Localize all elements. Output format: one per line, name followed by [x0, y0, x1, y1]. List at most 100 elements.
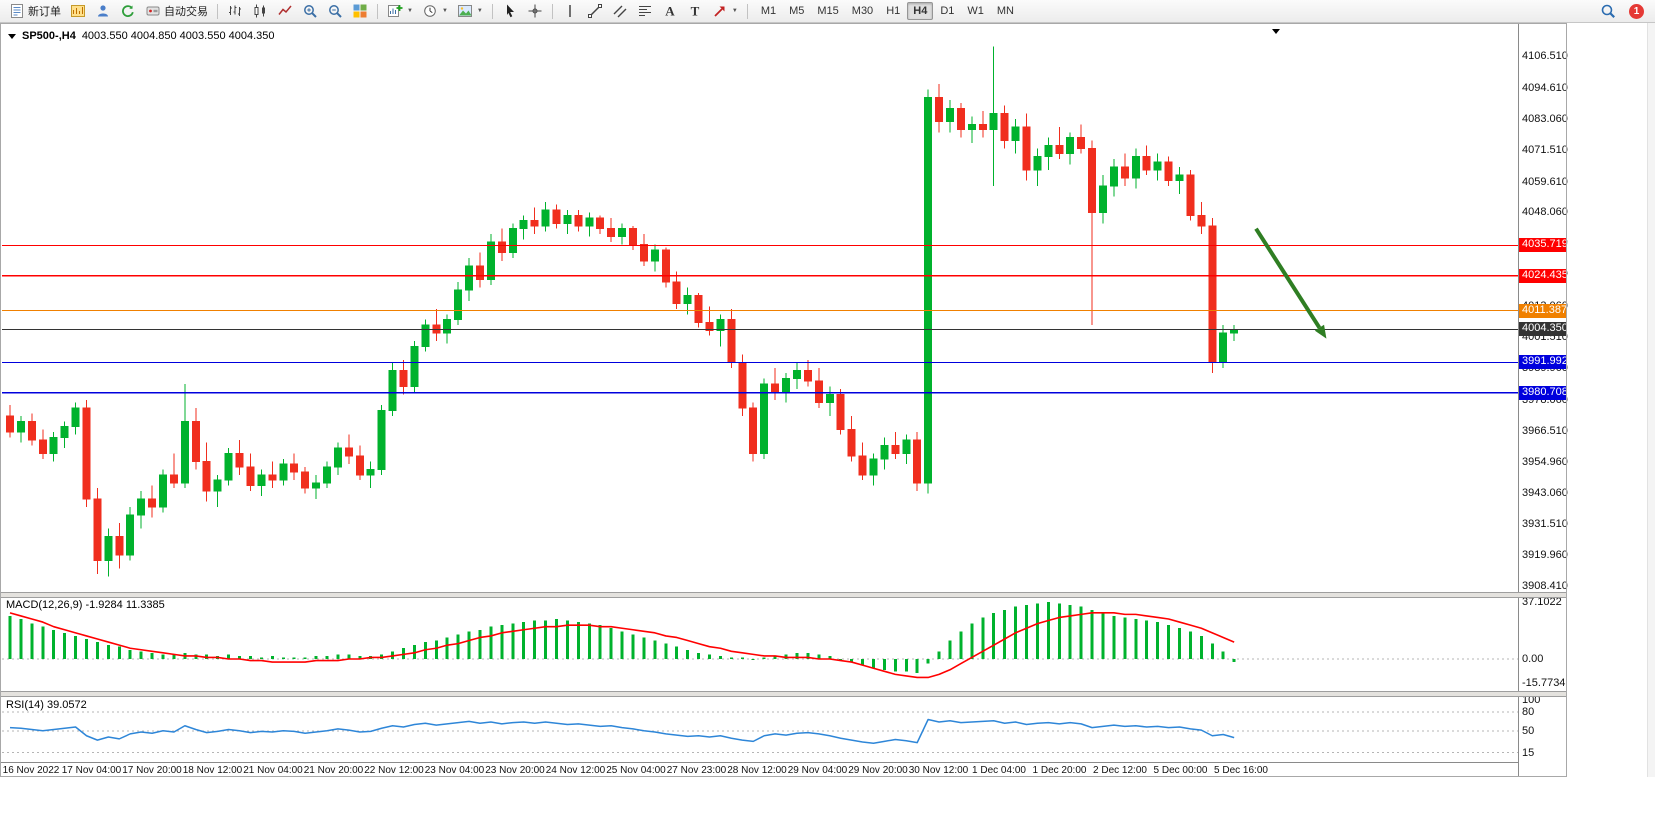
candle: [465, 265, 474, 291]
macd-bar: [839, 659, 843, 660]
trendline-icon: [587, 4, 602, 18]
macd-bar: [598, 625, 602, 659]
tile-windows-button[interactable]: [348, 0, 372, 22]
candle: [399, 369, 408, 388]
channel-button[interactable]: [608, 0, 632, 22]
templates-button[interactable]: ▼: [453, 0, 487, 22]
macd-bar: [1101, 612, 1105, 659]
candle: [486, 241, 495, 280]
clock-icon: [424, 5, 436, 17]
timeframe-button-H4[interactable]: H4: [907, 2, 934, 20]
notification-badge[interactable]: 1: [1629, 3, 1644, 19]
price-chart-pane[interactable]: [2, 28, 1518, 592]
timeframe-button-W1[interactable]: W1: [967, 5, 984, 17]
indicator-list-triangle-icon[interactable]: [8, 33, 16, 39]
candle: [137, 498, 146, 516]
line-chart-button[interactable]: [273, 0, 297, 22]
time-label: 23 Nov 20:00: [485, 765, 545, 776]
macd-bar: [511, 623, 515, 659]
rsi-label: RSI(14) 39.0572: [6, 699, 87, 711]
candle: [301, 471, 310, 489]
macd-bar: [653, 640, 657, 659]
candle: [421, 324, 430, 347]
crosshair-button[interactable]: [523, 0, 547, 22]
timeframe-button-M30[interactable]: M30: [851, 5, 874, 17]
fibonacci-button[interactable]: [633, 0, 657, 22]
label-button[interactable]: T: [683, 0, 707, 22]
price-chart-canvas[interactable]: [2, 28, 1518, 592]
macd-bar: [248, 655, 252, 659]
profile-button[interactable]: [91, 0, 115, 22]
timeframe-button-D1[interactable]: D1: [940, 5, 955, 17]
trendline-button[interactable]: [583, 0, 607, 22]
candle: [1175, 174, 1184, 182]
macd-bar: [456, 634, 460, 659]
trend-arrow-annotation[interactable]: [1254, 227, 1327, 339]
macd-bar: [238, 655, 242, 659]
candle: [847, 428, 856, 457]
refresh-button[interactable]: [116, 0, 140, 22]
macd-bar: [620, 631, 624, 659]
candle: [508, 228, 517, 254]
macd-bar: [1232, 659, 1236, 663]
cursor-button[interactable]: [498, 0, 522, 22]
macd-bar: [522, 622, 526, 659]
macd-canvas[interactable]: [2, 597, 1518, 691]
price-tag: 4011.387: [1519, 303, 1567, 318]
candle: [49, 436, 58, 454]
time-label: 23 Nov 04:00: [424, 765, 485, 776]
timeframe-button-H1[interactable]: H1: [886, 5, 901, 17]
timeframe-button-M15[interactable]: M15: [817, 5, 839, 17]
macd-pane[interactable]: [2, 597, 1518, 691]
bar-chart-button[interactable]: [223, 0, 247, 22]
chart-shift-triangle-icon[interactable]: [1272, 29, 1280, 34]
cursor-icon: [506, 4, 514, 18]
new-order-button[interactable]: 新订单: [5, 0, 65, 22]
pane-splitter[interactable]: [1, 691, 1566, 697]
candle: [858, 455, 867, 476]
dropdown-caret: ▼: [731, 8, 738, 14]
candle: [782, 377, 791, 393]
price-scale[interactable]: 4106.510 4094.610 4083.060 4071.510 4059.610…: [1518, 23, 1568, 777]
macd-bar: [1024, 605, 1028, 659]
arrows-dropdown-button[interactable]: ▼: [708, 0, 742, 22]
timeframe-button-MN[interactable]: MN: [996, 5, 1014, 17]
text-button[interactable]: A: [658, 0, 682, 22]
rsi-canvas[interactable]: [2, 697, 1518, 762]
macd-bar: [1210, 643, 1214, 659]
autotrading-label: 自动交易: [164, 6, 208, 18]
candle: [694, 295, 703, 323]
search-button[interactable]: [1596, 0, 1620, 22]
right-scrollbar[interactable]: [1647, 23, 1655, 777]
zoom-in-button[interactable]: [298, 0, 322, 22]
candle: [93, 498, 102, 561]
user-icon: [98, 5, 108, 17]
dropdown-caret: ▼: [441, 8, 448, 14]
zoom-out-button[interactable]: [323, 0, 347, 22]
vertical-line-button[interactable]: [558, 0, 582, 22]
price-tag: 3991.992: [1519, 355, 1568, 370]
profiles-button[interactable]: ▼: [418, 0, 452, 22]
candle: [683, 295, 692, 305]
candle: [322, 466, 331, 484]
new-chart-button[interactable]: ▼: [383, 0, 417, 22]
candle: [618, 228, 627, 238]
rsi-pane[interactable]: [2, 697, 1518, 762]
time-label: 5 Dec 16:00: [1214, 765, 1268, 776]
autotrading-button[interactable]: 自动交易: [141, 0, 212, 22]
macd-bar: [74, 635, 78, 659]
macd-bar: [95, 642, 99, 659]
candle: [1033, 155, 1042, 171]
editor-button[interactable]: [66, 0, 90, 22]
macd-bar: [948, 640, 952, 659]
timeframe-button-M1[interactable]: M1: [760, 5, 777, 17]
macd-bar: [697, 652, 701, 659]
time-scale[interactable]: 16 Nov 2022 17 Nov 04:00 17 Nov 20:00 18 No…: [0, 762, 1567, 778]
candle: [126, 514, 135, 556]
timeframe-button-M5[interactable]: M5: [789, 5, 805, 17]
scale-tick: 3943.060: [1522, 487, 1568, 500]
candle: [672, 281, 681, 305]
macd-bar: [806, 652, 810, 659]
candlestick-chart-button[interactable]: [248, 0, 272, 22]
pane-splitter[interactable]: [1, 592, 1566, 598]
